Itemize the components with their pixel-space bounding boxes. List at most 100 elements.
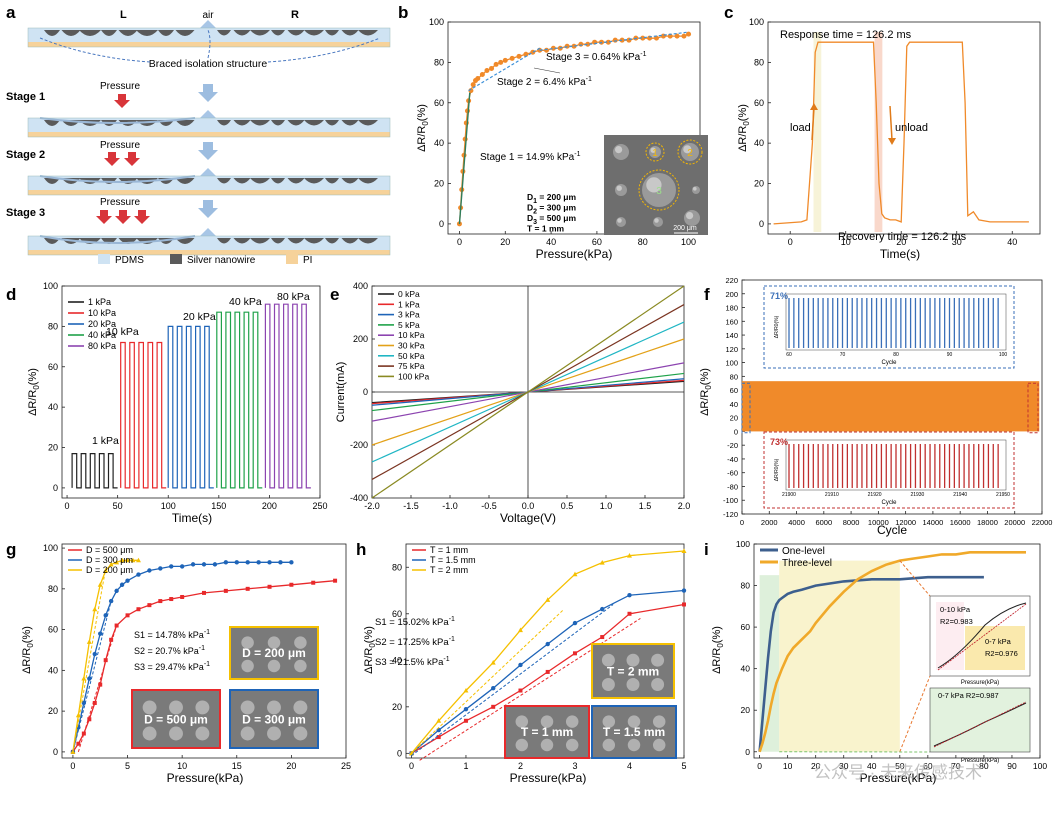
silver-dome: [325, 238, 339, 244]
x-axis-label: Time(s): [172, 511, 212, 525]
data-point: [190, 562, 196, 567]
inset-frame: [929, 687, 1031, 753]
sem-dot: [267, 700, 281, 715]
data-point: [464, 108, 470, 114]
data-point: [681, 33, 687, 39]
sem-dot: [652, 715, 666, 728]
data-point: [92, 606, 98, 612]
data-point: [674, 33, 680, 39]
sem-dot: [601, 653, 615, 667]
x-tick-label: -1.5: [403, 501, 419, 511]
data-point: [136, 572, 141, 577]
stage-label: Stage 1: [6, 91, 45, 103]
inset-fit: [933, 701, 1027, 748]
legend-swatch-silver: [170, 254, 182, 264]
selection-box: [741, 382, 751, 434]
cycle-inset: 73% ΔR/R0(%) Cycle 21900 21910 21920 21930 2194…: [763, 431, 1015, 509]
series-line: [411, 603, 685, 754]
data-point: [119, 557, 125, 563]
sem-box-d200: D = 200 μm: [229, 626, 319, 680]
sem-dot-highlight: [650, 147, 656, 153]
silver-dome: [304, 120, 324, 126]
silver-dome: [304, 178, 324, 184]
inset-tick: 60: [786, 352, 792, 358]
data-point: [98, 631, 103, 636]
data-point: [600, 635, 605, 640]
x-tick-label: -2.0: [364, 501, 380, 511]
data-point: [267, 584, 272, 589]
sem-box-d300: D = 300 μm: [229, 689, 319, 749]
sensor-border: [27, 117, 391, 138]
data-point: [681, 548, 687, 553]
inset-fit: [937, 603, 1027, 671]
y-axis-label: ΔR/R0(%): [416, 104, 430, 152]
air-pillar: [200, 20, 216, 28]
x-tick-label: 30: [839, 761, 849, 771]
data-point: [627, 592, 632, 598]
inset-label: R2=0.983: [940, 617, 973, 626]
sem-dot: [241, 636, 254, 649]
data-point: [234, 560, 239, 565]
inset-plot-frame: [785, 439, 1007, 491]
legend-label: 10 kPa: [398, 330, 425, 340]
sem-dot: [627, 738, 641, 752]
y-tick-label: 100: [43, 281, 58, 291]
data-point: [585, 41, 591, 47]
series-line: [72, 559, 139, 752]
panel-letter: f: [704, 285, 710, 304]
pi-layer: [28, 190, 390, 195]
inset-yellow: [965, 626, 1025, 670]
x-tick-label: 20: [286, 761, 296, 771]
y-tick-label: 80: [754, 57, 764, 67]
data-point: [245, 560, 250, 565]
data-point: [545, 641, 550, 647]
silver-dome: [44, 120, 60, 126]
sem-box-t2: T = 2 mm: [591, 643, 675, 699]
y-axis-label: ΔR/R0(%): [21, 626, 35, 674]
y-tick-label: 20: [48, 443, 58, 453]
data-point: [92, 651, 97, 657]
y-axis-label: ΔR/R0(%): [363, 626, 377, 674]
fit-inset-2: 0-7 kPa R2=0.987 Pressure(kPa): [929, 687, 1031, 764]
data-point: [278, 560, 283, 565]
highlight-ring: [645, 142, 665, 162]
y-tick-label: 220: [725, 276, 738, 285]
x-tick-label: 250: [312, 501, 327, 511]
sem-dot: [195, 726, 210, 741]
silver-dome: [233, 238, 251, 244]
y-tick-label: 0: [439, 219, 444, 229]
legend-label: T = 1 mm: [430, 545, 468, 555]
inset-tick: 21920: [868, 492, 882, 498]
sem-label: T = 1.5 mm: [603, 725, 665, 739]
y-tick-label: -20: [727, 441, 738, 450]
data-point: [245, 586, 250, 591]
series-line: [72, 580, 336, 753]
x-tick-label: 15: [232, 761, 242, 771]
panel-d-axes: 0 50 100 150 200 250 0 20 40 60 80 100: [43, 281, 328, 511]
plot-frame: [61, 543, 347, 759]
inset-number: 1: [652, 148, 658, 159]
x-tick-label: 0: [757, 761, 762, 771]
silver-dome: [61, 30, 81, 36]
response-time: Response time = 126.2 ms: [780, 29, 912, 41]
inset-param: D1 = 200 μm: [527, 192, 576, 205]
sensor-structure: [27, 168, 391, 196]
data-point: [463, 706, 469, 712]
sem-dot: [294, 636, 307, 649]
data-point: [212, 562, 218, 567]
data-point: [605, 39, 611, 45]
legend-label: D = 300 μm: [86, 555, 133, 565]
pressure-arrow-icon: [134, 210, 150, 224]
region-yellow: [779, 560, 900, 752]
legend-label: 3 kPa: [398, 310, 420, 320]
x-tick-label: 10000: [868, 518, 889, 527]
data-point: [169, 597, 174, 602]
inset-tick: 70: [840, 352, 846, 358]
pressure-label: 1 kPa: [92, 435, 119, 447]
y-axis-label: ΔR/R0(%): [27, 368, 41, 416]
sem-box-t15: T = 1.5 mm: [591, 705, 677, 759]
data-point: [289, 582, 294, 587]
inset-param: D2 = 300 μm: [527, 203, 576, 216]
x-tick-label: 1.5: [639, 501, 652, 511]
legend-label: 80 kPa: [88, 341, 116, 351]
